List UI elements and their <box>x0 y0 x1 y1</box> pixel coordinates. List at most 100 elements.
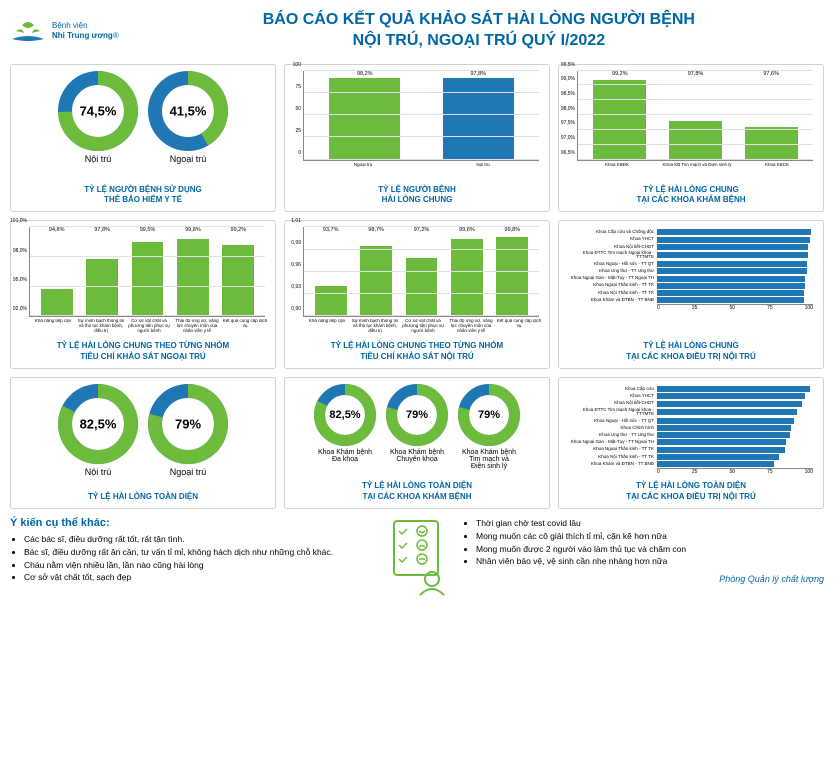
bar-row: Khoa Ngoại Thần kinh - TT TK <box>569 283 813 289</box>
bar-label: Khoa Nội Thần kinh - TT TK <box>569 455 657 460</box>
donut-label: Khoa Khám bệnhChuyên khoa <box>390 449 444 473</box>
bar-label: Cơ sở vật chất và phương tiện phục vụ ng… <box>125 319 173 335</box>
logo-icon <box>10 17 46 45</box>
bar-value: 98,7% <box>368 227 384 233</box>
bar-label: Khả năng tiếp cận <box>29 319 77 335</box>
signature: Phòng Quản lý chất lượng <box>462 574 824 584</box>
bar-value: 97,6% <box>763 71 779 77</box>
footer-right: Thời gian chờ test covid lâuMong muốn cá… <box>462 517 824 584</box>
list-item: Nhân viên bảo vệ, vệ sinh cần nhẹ nhàng … <box>476 555 824 568</box>
bar-value: 94,8% <box>49 227 65 233</box>
bar-row: Khoa Ngoại Thần kinh - TT TK <box>569 447 813 453</box>
donut: 74,5% Nội trú <box>58 71 138 164</box>
x-labels: Ngoại trúNội trú <box>303 161 543 179</box>
bar-label: Khả năng tiếp cận <box>303 319 351 335</box>
donut: 82,5% Nội trú <box>58 384 138 477</box>
bar-row: Khoa Ngoại Gan - Mật-Tụy - TT Ngoại TH <box>569 276 813 282</box>
card-outpatient-criteria: 92,0%95,0%98,0%101,0% 94,8% 97,8% 99,5% … <box>10 220 276 369</box>
bar: 97,8% <box>427 71 529 160</box>
logo-text: Bệnh viện Nhi Trung ương® <box>52 21 119 40</box>
bar-value: 97,8% <box>688 71 704 77</box>
bar-label: Khoa Ngoại Thần kinh - TT TK <box>569 283 657 288</box>
bar-label: Khoa Ung thư - TT Ung thư <box>569 269 657 274</box>
bar: 99,2% <box>216 227 261 316</box>
bar-row: Khoa Cấp cứu <box>569 386 813 392</box>
bar: 99,6% <box>444 227 489 316</box>
bar-row: Khoa Nội Thần kinh - TT TK <box>569 454 813 460</box>
bar-row: Khoa Nội Thần kinh - TT TK <box>569 290 813 296</box>
bar-label: Khoa Chỉnh hình <box>569 426 657 431</box>
bar: 99,8% <box>170 227 215 316</box>
bar-value: 93,7% <box>323 227 339 233</box>
bar-label: Khoa ĐTTC Tim mạch Ngoại khoa - TTTMTE <box>569 251 657 260</box>
bar-label: Sự minh bạch thông tin và thủ tục khám b… <box>77 319 125 335</box>
bar-label: Khoa Ngoại - Hồi sức - TT QT <box>569 419 657 424</box>
bar-row: Khoa YHCT <box>569 393 813 399</box>
bar-label: Thái độ ứng xử, năng lực chuyên môn của … <box>173 319 221 335</box>
donut: 82,5% Khoa Khám bệnhĐa khoa <box>314 384 376 473</box>
bar: 99,5% <box>125 227 170 316</box>
bar-label: Khoa Ngoại Gan - Mật-Tụy - TT Ngoại TH <box>569 276 657 281</box>
bar-label: Khoa Khám và ĐTBN - TT BNĐ <box>569 298 657 303</box>
bar-label: Kết quả cung cấp dịch vụ <box>221 319 269 335</box>
y-axis: 92,0%95,0%98,0%101,0% <box>17 227 29 315</box>
footer: Ý kiến cụ thể khác: Các bác sĩ, điều dưỡ… <box>10 517 824 597</box>
bar-row: Khoa Ngoại - Hồi sức - TT QT <box>569 261 813 267</box>
bar-label: Khoa Cấp cứu và Chống độc <box>569 230 657 235</box>
bar-row: Khoa Chỉnh hình <box>569 425 813 431</box>
donut-value: 79% <box>175 417 201 432</box>
bar-row: Khoa ĐTTC Tim mạch Ngoại khoa - TTTMTE <box>569 408 813 417</box>
bar-value: 97,8% <box>94 227 110 233</box>
card-insurance-usage: 74,5% Nội trú 41,5% Ngoại trú TỶ LỆ NGƯỜ… <box>10 64 276 213</box>
bar-value: 99,6% <box>459 227 475 233</box>
bar-label: Khoa KBĐK <box>577 163 657 179</box>
bar-row: Khoa Khám và ĐTBN - TT BNĐ <box>569 297 813 303</box>
bar-value: 99,2% <box>231 227 247 233</box>
list-item: Thời gian chờ test covid lâu <box>476 517 824 530</box>
bar-label: Khoa KB Tim mạch và Điện sinh lý <box>657 163 737 179</box>
donut-label: Khoa Khám bệnhĐa khoa <box>318 449 372 473</box>
bar-label: Nội trú <box>423 163 543 179</box>
bar: 97,8% <box>79 227 124 316</box>
bar-label: Khoa Khám và ĐTBN - TT BNĐ <box>569 462 657 467</box>
donut: 41,5% Ngoại trú <box>148 71 228 164</box>
y-axis: 96,5%97,0%97,5%98,0%98,5%99,0%99,5% <box>565 71 577 159</box>
donut-label: Ngoại trú <box>170 154 207 164</box>
donut-label: Nội trú <box>85 154 112 164</box>
bar-label: Khoa Ung thư - TT Ung thư <box>569 433 657 438</box>
donut: 79% Khoa Khám bệnhChuyên khoa <box>386 384 448 473</box>
page-title: BÁO CÁO KẾT QUẢ KHẢO SÁT HÀI LÒNG NGƯỜI … <box>134 10 824 52</box>
donut-value: 41,5% <box>170 103 207 118</box>
x-labels: Khoa KBĐKKhoa KB Tim mạch và Điện sinh l… <box>577 161 817 179</box>
y-axis: 0,900,930,960,991,01 <box>291 227 303 315</box>
bar-value: 99,8% <box>185 227 201 233</box>
donut-label: Nội trú <box>85 467 112 477</box>
bar-value: 97,8% <box>470 71 486 77</box>
donut-value: 82,5% <box>329 409 360 421</box>
bar: 98,7% <box>353 227 398 316</box>
bar-row: Khoa Ung thư - TT Ung thư <box>569 268 813 274</box>
bar-label: Thái độ ứng xử, năng lực chuyên môn của … <box>447 319 495 335</box>
donut-label: Khoa Khám bệnhTim mạch vàĐiện sinh lý <box>462 449 516 473</box>
bar-value: 97,2% <box>414 227 430 233</box>
bar: 98,2% <box>314 71 416 160</box>
bar-label: Khoa Ngoại - Hồi sức - TT QT <box>569 262 657 267</box>
donut-label: Ngoại trú <box>170 467 207 477</box>
bar-row: Khoa Cấp cứu và Chống độc <box>569 229 813 235</box>
bar-label: Khoa ĐTTC Tim mạch Ngoại khoa - TTTMTE <box>569 408 657 417</box>
bar-value: 99,8% <box>505 227 521 233</box>
bars: 99,2% 97,8% 97,6% <box>577 71 813 161</box>
donut-value: 79% <box>478 409 500 421</box>
bar-label: Khoa YHCT <box>569 394 657 399</box>
donut: 79% Khoa Khám bệnhTim mạch vàĐiện sinh l… <box>458 384 520 473</box>
donut-value: 74,5% <box>80 103 117 118</box>
list-item: Mong muốn các cô giải thích tỉ mỉ, cặn k… <box>476 530 824 543</box>
bar-row: Khoa Nội tiết-CHDT <box>569 244 813 250</box>
card-inpatient-criteria: 0,900,930,960,991,01 93,7% 98,7% 97,2% 9… <box>284 220 550 369</box>
bar-label: Khoa Cấp cứu <box>569 387 657 392</box>
x-axis: 0255075100 <box>657 304 813 311</box>
bar: 99,8% <box>490 227 535 316</box>
feedback-icon <box>382 517 452 597</box>
bar-label: Khoa Ngoại Gan - Mật-Tụy - TT Ngoại TH <box>569 440 657 445</box>
bar-label: Sự minh bạch thông tin và thủ tục khám b… <box>351 319 399 335</box>
